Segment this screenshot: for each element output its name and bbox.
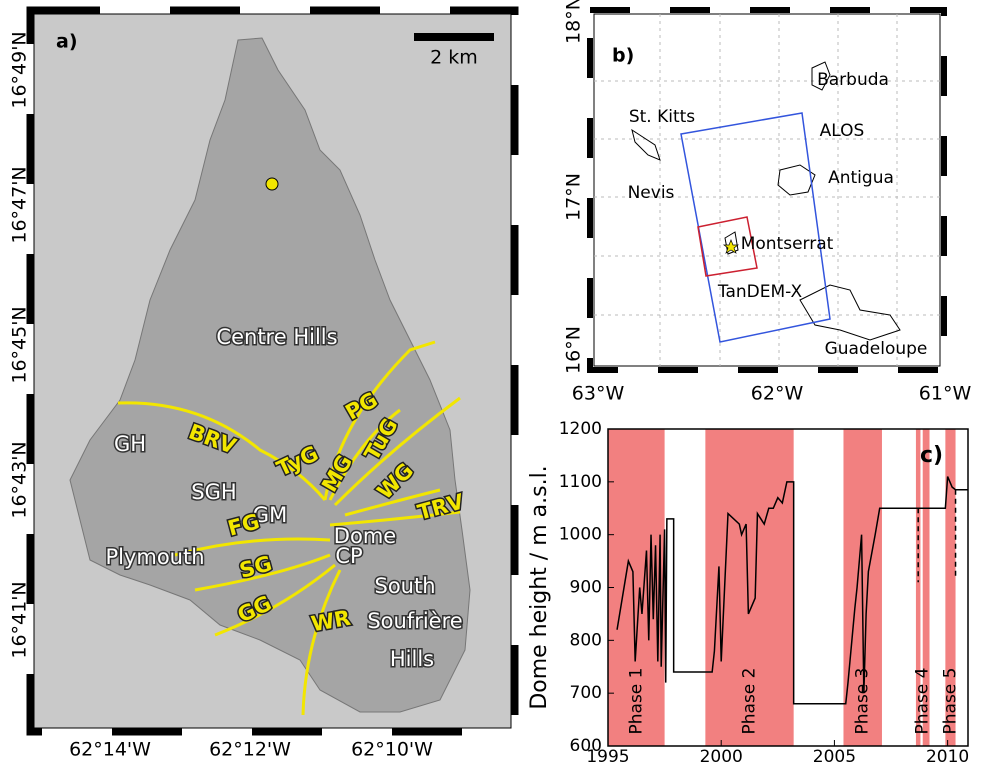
lat-label: 16°N <box>563 326 585 374</box>
phase-band <box>945 429 956 746</box>
place-label: Antigua <box>828 168 894 188</box>
x-tick-label: 2010 <box>926 747 969 766</box>
place-label: Montserrat <box>741 234 834 254</box>
panel-label: b) <box>612 45 634 67</box>
lon-label: 62°W <box>751 383 804 405</box>
phase-label: Phase 4 <box>913 668 933 735</box>
valley-line <box>328 408 401 501</box>
place-label: Barbuda <box>817 70 889 90</box>
lat-label: 16°41'N <box>9 581 31 658</box>
y-tick-label: 1200 <box>559 419 602 439</box>
lat-label: 18°N <box>563 0 585 44</box>
y-tick-label: 1100 <box>559 472 602 492</box>
lon-label: 62°14'W <box>69 739 151 761</box>
dome-height-line <box>616 476 968 705</box>
phase-label: Phase 1 <box>626 668 646 735</box>
place-label: Nevis <box>628 183 675 203</box>
valleys <box>117 340 461 716</box>
valley-line <box>323 340 436 501</box>
island <box>69 37 471 713</box>
tandemx-footprint <box>697 216 758 277</box>
lon-label: 61°W <box>919 383 972 405</box>
place-label: Centre Hills <box>216 325 337 349</box>
phase-band <box>608 429 665 746</box>
marker <box>265 177 279 191</box>
place-label: Hills <box>390 647 434 671</box>
graticule <box>594 14 940 366</box>
y-tick-label: 600 <box>570 736 602 756</box>
lon-label: 62°10'W <box>351 739 433 761</box>
place-label: St. Kitts <box>629 107 695 127</box>
y-tick-label: 800 <box>570 630 602 650</box>
x-tick-label: 2000 <box>700 747 743 766</box>
map-background <box>593 13 941 367</box>
panel-b: b) <box>587 7 947 373</box>
place-label: SGH <box>191 480 236 504</box>
valley-line <box>329 510 461 527</box>
place-label: Soufrière <box>367 609 462 633</box>
scale-label: 2 km <box>430 47 478 69</box>
valley-line <box>174 537 331 557</box>
phase-label: Phase 2 <box>740 668 760 735</box>
x-tick-label: 1995 <box>586 747 629 766</box>
frame-ticks <box>587 7 947 373</box>
star <box>722 239 740 254</box>
panel-c: Phase 1 Phase 2 Phase 3 Phase 4 Phase 5 600 70… <box>527 419 969 767</box>
valley-line <box>117 401 327 501</box>
frame <box>33 13 512 729</box>
coastlines <box>631 61 901 341</box>
phase-band <box>915 429 921 746</box>
place-label: Plymouth <box>105 545 204 569</box>
panel-label: c) <box>920 443 943 468</box>
place-label: Guadeloupe <box>825 339 928 359</box>
lat-label: 17°N <box>563 173 585 221</box>
valley-line <box>301 569 342 716</box>
alos-footprint <box>680 112 831 343</box>
y-tick-label: 1000 <box>559 525 602 545</box>
valley-line <box>214 563 336 637</box>
footprint-label: ALOS <box>820 121 865 141</box>
place-label: GM <box>253 503 287 527</box>
y-tick-label: 700 <box>570 683 602 703</box>
place-label: GH <box>114 432 146 456</box>
frame-ticks <box>26 6 519 736</box>
footprint-label: TanDEM-X <box>717 282 803 302</box>
x-tick-label: 2005 <box>813 747 856 766</box>
place-label: CP <box>335 544 362 568</box>
lat-label: 16°47'N <box>9 166 31 243</box>
lat-label: 16°49'N <box>9 31 31 108</box>
valley-line <box>333 396 461 507</box>
valley-line <box>194 553 331 592</box>
valley-line <box>344 488 441 517</box>
lon-label: 62°12'W <box>209 739 291 761</box>
phase-label: Phase 3 <box>853 668 873 735</box>
phase-label: Phase 5 <box>940 668 960 735</box>
place-label: Dome <box>334 524 396 548</box>
y-axis-label: Dome height / m a.s.l. <box>527 465 552 709</box>
lon-label: 63°W <box>572 383 625 405</box>
place-label: South <box>374 574 435 598</box>
panel-label: a) <box>56 31 78 53</box>
lat-label: 16°43'N <box>9 441 31 518</box>
lat-label: 16°45'N <box>9 306 31 383</box>
panel-a: 2 km a) <box>26 6 519 736</box>
phase-band <box>922 429 930 746</box>
y-tick-label: 900 <box>570 578 602 598</box>
